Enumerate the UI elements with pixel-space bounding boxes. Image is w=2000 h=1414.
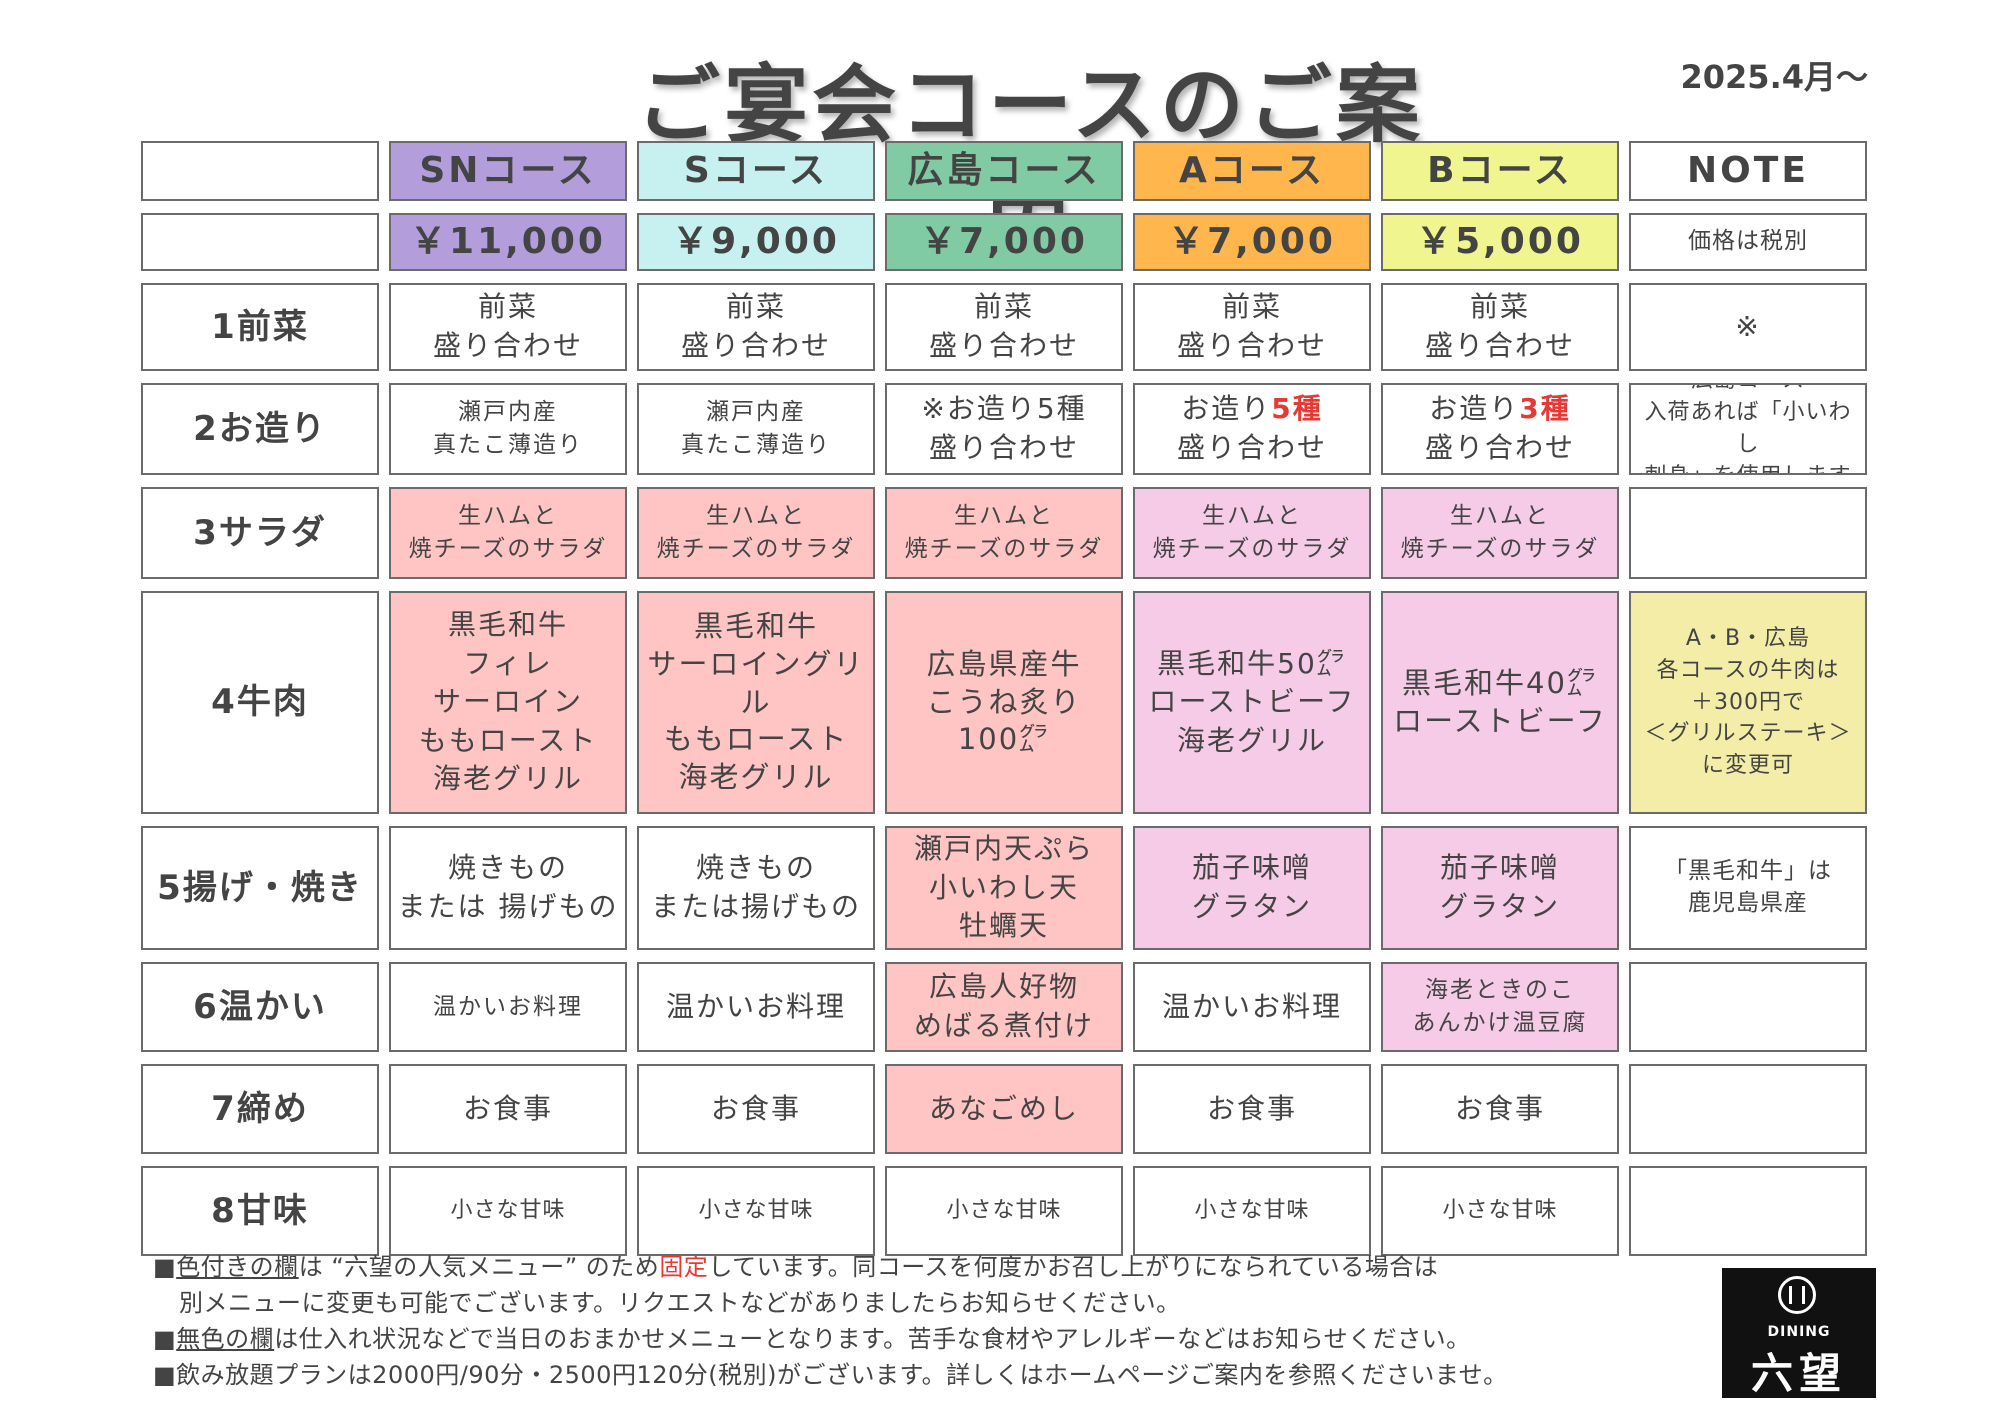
cell-appetizer-a: 前菜 盛り合わせ (1133, 283, 1371, 371)
cell-salad-hiroshima: 生ハムと 焼チーズのサラダ (885, 487, 1123, 579)
cell-salad-a: 生ハムと 焼チーズのサラダ (1133, 487, 1371, 579)
row-label-sashimi: 2お造り (141, 383, 379, 475)
row-label-salad: 3サラダ (141, 487, 379, 579)
corner-cell-header (141, 141, 379, 201)
header-b-course: Bコース (1381, 141, 1619, 201)
header-s-course: Sコース (637, 141, 875, 201)
sashimi-a-count: 5種 (1271, 392, 1323, 426)
cell-closing-s: お食事 (637, 1064, 875, 1154)
price-note: 価格は税別 (1629, 213, 1867, 271)
note-warm (1629, 962, 1867, 1052)
row-label-closing: 7締め (141, 1064, 379, 1154)
footer-notes: ■色付きの欄は “六望の人気メニュー” のため固定しています。同コースを何度かお… (153, 1249, 1653, 1393)
cell-warm-s: 温かいお料理 (637, 962, 875, 1052)
cell-dessert-sn: 小さな甘味 (389, 1166, 627, 1256)
cell-closing-hiroshima: あなごめし (885, 1064, 1123, 1154)
price-s-course: ￥9,000 (637, 213, 875, 271)
note-sashimi: 広島コース 入荷あれば「小いわし 刺身」を使用します (1629, 383, 1867, 475)
row-label-warm-dish: 6温かい (141, 962, 379, 1052)
cell-closing-a: お食事 (1133, 1064, 1371, 1154)
effective-date: 2025.4月〜 (1680, 58, 1869, 96)
note-closing (1629, 1064, 1867, 1154)
corner-cell-price (141, 213, 379, 271)
colored-cells-label: 色付きの欄 (176, 1253, 299, 1281)
cell-dessert-a: 小さな甘味 (1133, 1166, 1371, 1256)
cell-fried-hiroshima: 瀬戸内天ぷら 小いわし天 牡蠣天 (885, 826, 1123, 950)
logo-name-text: 六望 (1750, 1349, 1847, 1398)
cell-sashimi-hiroshima: ※お造り5種 盛り合わせ (885, 383, 1123, 475)
cell-beef-s: 黒毛和牛 サーロイングリル ももロースト 海老グリル (637, 591, 875, 814)
cell-warm-b: 海老ときのこ あんかけ温豆腐 (1381, 962, 1619, 1052)
cell-salad-s: 生ハムと 焼チーズのサラダ (637, 487, 875, 579)
price-hiroshima-course: ￥7,000 (885, 213, 1123, 271)
cell-appetizer-b: 前菜 盛り合わせ (1381, 283, 1619, 371)
sashimi-b-text: お造り3種 盛り合わせ (1424, 392, 1575, 464)
cell-beef-sn: 黒毛和牛 フィレ サーロイン ももロースト 海老グリル (389, 591, 627, 814)
cell-closing-sn: お食事 (389, 1064, 627, 1154)
header-hiroshima-course: 広島コース (885, 141, 1123, 201)
cell-appetizer-sn: 前菜 盛り合わせ (389, 283, 627, 371)
cell-beef-b: 黒毛和牛40㌘ ローストビーフ (1381, 591, 1619, 814)
footer-line-3: ■無色の欄は仕入れ状況などで当日のおまかせメニューとなります。苦手な食材やアレル… (153, 1325, 1471, 1353)
cell-fried-sn: 焼きもの または 揚げもの (389, 826, 627, 950)
note-beef: A・B・広島 各コースの牛肉は ＋300円で ＜グリルステーキ＞ に変更可 (1629, 591, 1867, 814)
cell-fried-b: 茄子味噌 グラタン (1381, 826, 1619, 950)
sashimi-a-text: お造り5種 盛り合わせ (1176, 392, 1327, 464)
cell-beef-hiroshima: 広島県産牛 こうね炙り 100㌘ (885, 591, 1123, 814)
fixed-label: 固定 (659, 1253, 709, 1281)
sashimi-b-count: 3種 (1519, 392, 1571, 426)
header-a-course: Aコース (1133, 141, 1371, 201)
cell-sashimi-b: お造り3種 盛り合わせ (1381, 383, 1619, 475)
note-salad (1629, 487, 1867, 579)
cell-warm-sn: 温かいお料理 (389, 962, 627, 1052)
footer-line-4: ■飲み放題プランは2000円/90分・2500円120分(税別)がございます。詳… (153, 1361, 1508, 1389)
note-appetizer: ※ (1629, 283, 1867, 371)
cell-closing-b: お食事 (1381, 1064, 1619, 1154)
note-fried: 「黒毛和牛」は 鹿児島県産 (1629, 826, 1867, 950)
cell-fried-s: 焼きもの または揚げもの (637, 826, 875, 950)
cell-warm-hiroshima: 広島人好物 めばる煮付け (885, 962, 1123, 1052)
note-dessert (1629, 1166, 1867, 1256)
course-menu-table: SNコース Sコース 広島コース Aコース Bコース NOTE ￥11,000 … (141, 141, 1871, 1256)
row-label-appetizer: 1前菜 (141, 283, 379, 371)
row-label-beef: 4牛肉 (141, 591, 379, 814)
cell-beef-a: 黒毛和牛50㌘ ローストビーフ 海老グリル (1133, 591, 1371, 814)
cell-fried-a: 茄子味噌 グラタン (1133, 826, 1371, 950)
cell-sashimi-a: お造り5種 盛り合わせ (1133, 383, 1371, 475)
cell-salad-b: 生ハムと 焼チーズのサラダ (1381, 487, 1619, 579)
restaurant-logo: DINING 六望 (1722, 1268, 1876, 1398)
price-b-course: ￥5,000 (1381, 213, 1619, 271)
cell-sashimi-sn: 瀬戸内産 真たこ薄造り (389, 383, 627, 475)
row-label-fried-grilled: 5揚げ・焼き (141, 826, 379, 950)
row-label-dessert: 8甘味 (141, 1166, 379, 1256)
footer-line-2: 別メニューに変更も可能でございます。リクエストなどがありましたらお知らせください… (179, 1289, 1181, 1317)
price-a-course: ￥7,000 (1133, 213, 1371, 271)
cell-dessert-b: 小さな甘味 (1381, 1166, 1619, 1256)
emblem-icon (1778, 1276, 1816, 1314)
header-note: NOTE (1629, 141, 1867, 201)
cell-appetizer-s: 前菜 盛り合わせ (637, 283, 875, 371)
cell-salad-sn: 生ハムと 焼チーズのサラダ (389, 487, 627, 579)
footer-line-1: ■色付きの欄は “六望の人気メニュー” のため固定しています。同コースを何度かお… (153, 1253, 1439, 1281)
price-sn-course: ￥11,000 (389, 213, 627, 271)
uncolored-cells-label: 無色の欄 (176, 1325, 275, 1353)
header-sn-course: SNコース (389, 141, 627, 201)
cell-dessert-hiroshima: 小さな甘味 (885, 1166, 1123, 1256)
cell-dessert-s: 小さな甘味 (637, 1166, 875, 1256)
logo-dining-text: DINING (1767, 1324, 1831, 1340)
cell-warm-a: 温かいお料理 (1133, 962, 1371, 1052)
cell-sashimi-s: 瀬戸内産 真たこ薄造り (637, 383, 875, 475)
cell-appetizer-hiroshima: 前菜 盛り合わせ (885, 283, 1123, 371)
